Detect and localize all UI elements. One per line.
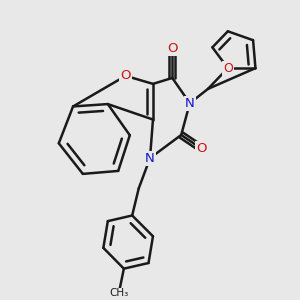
Text: O: O bbox=[167, 42, 178, 55]
Text: O: O bbox=[120, 69, 131, 82]
Text: CH₃: CH₃ bbox=[109, 288, 128, 298]
Text: O: O bbox=[196, 142, 206, 155]
Text: N: N bbox=[145, 152, 155, 165]
Text: O: O bbox=[223, 61, 233, 75]
Text: N: N bbox=[185, 97, 195, 110]
